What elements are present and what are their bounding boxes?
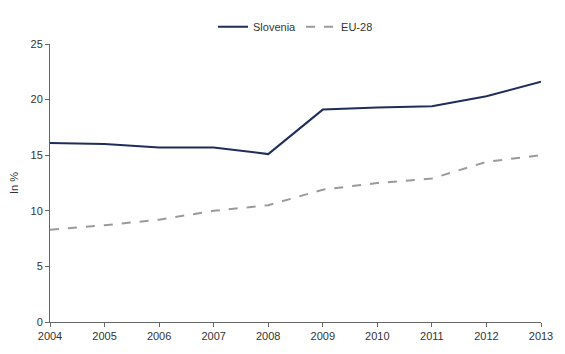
svg-text:2013: 2013 [529, 330, 553, 342]
svg-text:2008: 2008 [256, 330, 280, 342]
svg-text:2007: 2007 [201, 330, 225, 342]
svg-text:2010: 2010 [365, 330, 389, 342]
svg-text:20: 20 [31, 93, 43, 105]
svg-text:2006: 2006 [147, 330, 171, 342]
svg-text:25: 25 [31, 38, 43, 50]
svg-text:2011: 2011 [420, 330, 444, 342]
svg-text:0: 0 [37, 316, 43, 328]
svg-text:Slovenia: Slovenia [253, 21, 296, 33]
svg-text:2005: 2005 [92, 330, 116, 342]
svg-text:2012: 2012 [474, 330, 498, 342]
svg-text:2009: 2009 [311, 330, 335, 342]
svg-text:EU-28: EU-28 [341, 21, 372, 33]
svg-text:5: 5 [37, 260, 43, 272]
svg-text:2004: 2004 [38, 330, 62, 342]
svg-text:15: 15 [31, 149, 43, 161]
svg-text:10: 10 [31, 205, 43, 217]
svg-text:In %: In % [8, 172, 20, 194]
